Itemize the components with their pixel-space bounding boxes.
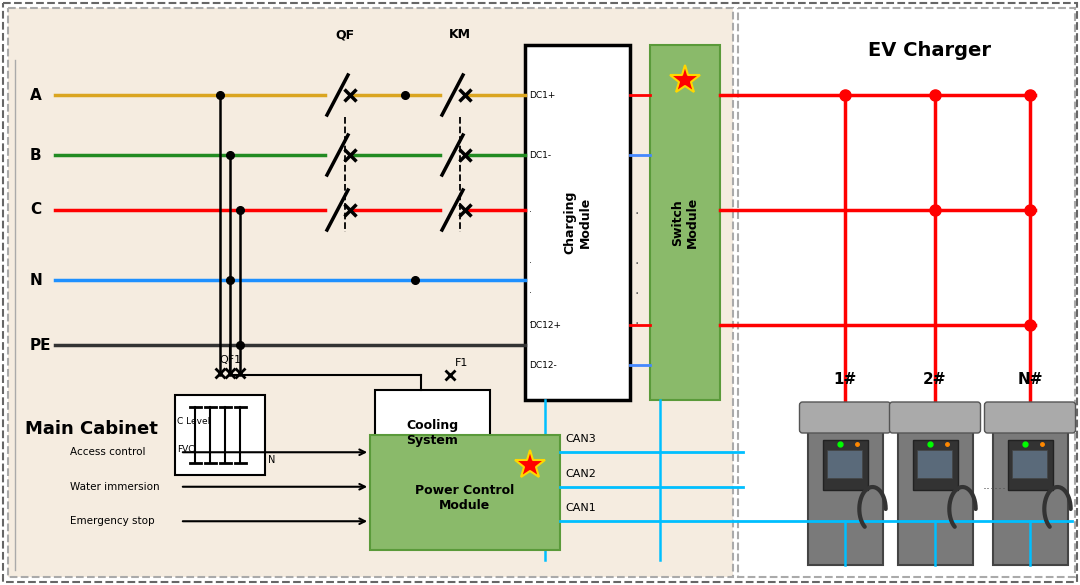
- FancyBboxPatch shape: [1012, 450, 1047, 478]
- Text: DC12-: DC12-: [529, 360, 557, 370]
- Text: DC1-: DC1-: [529, 150, 551, 160]
- Text: CAN3: CAN3: [565, 434, 596, 444]
- FancyBboxPatch shape: [370, 435, 561, 550]
- Text: Cooling
System: Cooling System: [406, 418, 459, 446]
- Text: QF1: QF1: [219, 355, 241, 365]
- Text: .: .: [529, 205, 531, 215]
- Text: 2#: 2#: [923, 372, 947, 387]
- Text: PE: PE: [30, 338, 52, 353]
- FancyBboxPatch shape: [1008, 440, 1053, 490]
- FancyBboxPatch shape: [890, 402, 981, 433]
- FancyBboxPatch shape: [650, 45, 720, 400]
- FancyBboxPatch shape: [827, 450, 862, 478]
- Text: DC1+: DC1+: [529, 91, 555, 99]
- Text: Water immersion: Water immersion: [70, 482, 160, 492]
- FancyBboxPatch shape: [799, 402, 891, 433]
- FancyBboxPatch shape: [175, 395, 265, 475]
- Text: 1#: 1#: [834, 372, 856, 387]
- Text: A: A: [30, 88, 42, 102]
- FancyBboxPatch shape: [823, 440, 868, 490]
- Text: ......: ......: [983, 479, 1007, 491]
- Text: N: N: [268, 455, 275, 465]
- FancyBboxPatch shape: [375, 390, 490, 475]
- Text: Main Cabinet: Main Cabinet: [25, 420, 158, 438]
- Text: .: .: [529, 285, 531, 294]
- Text: DC12+: DC12+: [529, 321, 561, 329]
- FancyBboxPatch shape: [913, 440, 958, 490]
- Text: Power Control
Module: Power Control Module: [416, 483, 515, 511]
- FancyBboxPatch shape: [808, 425, 882, 565]
- Text: FVC: FVC: [177, 445, 194, 454]
- FancyBboxPatch shape: [993, 425, 1067, 565]
- Text: .: .: [635, 203, 639, 217]
- FancyBboxPatch shape: [985, 402, 1076, 433]
- Text: Charging
Module: Charging Module: [564, 191, 592, 254]
- Text: .: .: [529, 256, 531, 264]
- Text: Access control: Access control: [70, 448, 146, 457]
- FancyBboxPatch shape: [525, 45, 630, 400]
- Text: CAN2: CAN2: [565, 469, 596, 479]
- Text: CAN1: CAN1: [565, 503, 596, 513]
- FancyBboxPatch shape: [897, 425, 972, 565]
- Text: .: .: [529, 315, 531, 325]
- FancyBboxPatch shape: [917, 450, 951, 478]
- Text: C: C: [30, 202, 41, 218]
- Text: .: .: [635, 313, 639, 327]
- Text: C Level: C Level: [177, 417, 211, 426]
- Text: .: .: [635, 253, 639, 267]
- Text: F1: F1: [456, 358, 469, 368]
- FancyBboxPatch shape: [8, 8, 733, 577]
- Text: KM: KM: [449, 29, 471, 42]
- Text: Emergency stop: Emergency stop: [70, 516, 154, 526]
- Text: Switch
Module: Switch Module: [671, 197, 699, 248]
- Text: N: N: [30, 273, 43, 287]
- Text: B: B: [30, 147, 42, 163]
- Text: N#: N#: [1017, 372, 1043, 387]
- Text: EV Charger: EV Charger: [868, 40, 991, 60]
- Text: .: .: [635, 283, 639, 297]
- Text: QF: QF: [336, 29, 354, 42]
